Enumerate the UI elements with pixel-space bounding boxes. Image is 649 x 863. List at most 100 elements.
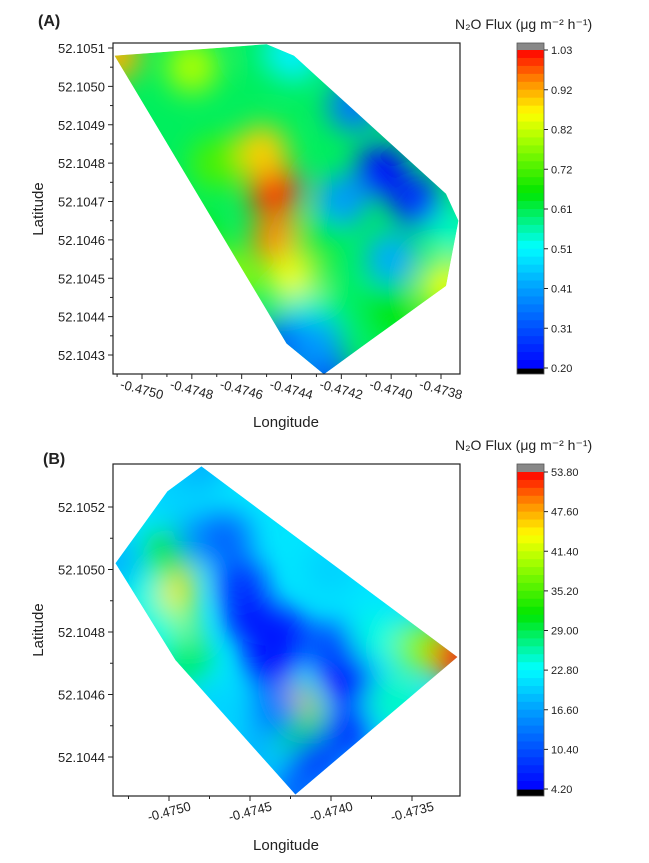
colorbar-tick-label: 41.40 <box>551 546 579 558</box>
colorbar-tick-label: 0.92 <box>551 85 572 97</box>
sample-point <box>165 213 218 266</box>
colorbar-level <box>517 717 544 727</box>
colorbar-level <box>517 535 544 544</box>
colorbar-level <box>517 543 544 552</box>
colorbar-level <box>517 678 544 687</box>
colorbar-level <box>517 757 544 766</box>
colorbar-level <box>517 614 544 624</box>
colorbar-level <box>517 472 544 481</box>
colorbar-level <box>517 646 544 655</box>
colorbar-level <box>517 137 544 146</box>
x-tick-label: -0.4746 <box>218 377 264 403</box>
plot-frame <box>112 463 461 797</box>
colorbar-level <box>517 709 544 719</box>
colorbar-level <box>517 781 544 790</box>
x-tick-label: -0.4738 <box>418 377 464 403</box>
colorbar-level <box>517 773 544 782</box>
colorbar: 53.80 47.60 41.40 35.20 29.00 22.80 16.60 10.40… <box>516 463 579 797</box>
colorbar-level <box>517 320 544 329</box>
colorbar-level <box>517 606 544 616</box>
colorbar-tick-label: 16.60 <box>551 705 579 717</box>
colorbar-tick-label: 0.51 <box>551 244 572 256</box>
colorbar-level <box>517 495 544 505</box>
sample-point <box>290 213 343 266</box>
colorbar-level <box>517 693 544 703</box>
x-tick-label: -0.4742 <box>318 377 364 403</box>
colorbar-level <box>517 145 544 154</box>
colorbar-level <box>517 487 544 497</box>
sample-point <box>248 684 301 737</box>
sample-point <box>256 606 309 658</box>
colorbar-level <box>517 169 544 178</box>
y-axis-title: Latitude <box>30 603 47 656</box>
colorbar-level <box>517 344 544 353</box>
colorbar-level <box>517 89 544 99</box>
colorbar-level <box>517 73 544 83</box>
colorbar-level <box>517 765 544 774</box>
colorbar-level <box>517 288 544 298</box>
colorbar-tick-label: 53.80 <box>551 467 579 479</box>
colorbar-level <box>517 336 544 345</box>
y-axis: 52.1051 52.1050 52.1049 52.1048 52.1047 52.10… <box>58 41 113 363</box>
sample-point <box>267 44 320 82</box>
colorbar-tick-label: 0.41 <box>551 284 572 296</box>
colorbar-tick-label: 0.61 <box>551 204 572 216</box>
colorbar-level <box>517 519 544 529</box>
sample-point <box>315 175 368 228</box>
y-tick-label: 52.1047 <box>58 195 105 210</box>
colorbar-level <box>517 662 544 671</box>
y-tick-label: 52.1044 <box>58 750 105 765</box>
colorbar-tick-label: 29.00 <box>551 626 579 638</box>
plot-frame <box>112 42 461 375</box>
colorbar-level <box>517 360 544 369</box>
colorbar-level <box>517 511 544 521</box>
colorbar-tick-label: 0.82 <box>551 125 572 137</box>
colorbar-tick-label: 47.60 <box>551 507 579 519</box>
sample-point <box>114 44 141 82</box>
colorbar-tick-label: 4.20 <box>551 784 572 796</box>
colorbar-tick-label: 0.20 <box>551 363 572 375</box>
colorbar-level <box>517 567 544 576</box>
x-axis-title: Longitude <box>253 837 319 854</box>
colorbar-level <box>517 248 544 258</box>
colorbar-level <box>517 582 544 592</box>
x-tick-label: -0.4748 <box>168 377 214 403</box>
colorbar-tick-label: 35.20 <box>551 586 579 598</box>
colorbar-level <box>517 590 544 600</box>
y-tick-label: 52.1043 <box>58 348 105 363</box>
sample-point <box>353 612 406 665</box>
colorbar-level <box>517 216 544 226</box>
colorbar-level <box>517 527 544 536</box>
colorbar-level <box>517 559 544 568</box>
colorbar-level <box>517 153 544 162</box>
sample-point <box>126 606 179 658</box>
y-tick-label: 52.1048 <box>58 156 105 171</box>
colorbar-tick-label: 0.31 <box>551 323 572 335</box>
panel-b: (B) N₂O Flux (μg m⁻² h⁻¹) 52.1052 52.1050… <box>30 437 592 854</box>
colorbar-tick-label: 1.03 <box>551 45 572 57</box>
sample-point <box>191 684 244 737</box>
y-tick-label: 52.1044 <box>58 310 105 325</box>
sample-point <box>365 233 418 286</box>
colorbar-level <box>517 97 544 107</box>
colorbar-level <box>517 105 544 115</box>
sample-point <box>190 137 243 190</box>
colorbar-level <box>517 264 544 274</box>
sample-point <box>321 652 374 705</box>
y-tick-label: 52.1049 <box>58 118 105 133</box>
colorbar-level <box>517 185 544 194</box>
colorbar-level <box>517 575 544 584</box>
colorbar-level <box>517 280 544 290</box>
colorbar-level <box>517 177 544 186</box>
sample-point <box>290 317 343 370</box>
contour-plot <box>115 466 458 795</box>
sample-point <box>355 144 408 197</box>
sample-point <box>431 631 458 683</box>
colorbar-level <box>517 503 544 513</box>
x-tick-label: -0.4735 <box>389 799 435 825</box>
colorbar-level <box>517 129 544 139</box>
colorbar-level <box>517 630 544 640</box>
sample-point <box>224 731 276 783</box>
colorbar-level <box>517 193 544 202</box>
y-axis: 52.1052 52.1050 52.1048 52.1046 52.1044 <box>58 500 113 765</box>
